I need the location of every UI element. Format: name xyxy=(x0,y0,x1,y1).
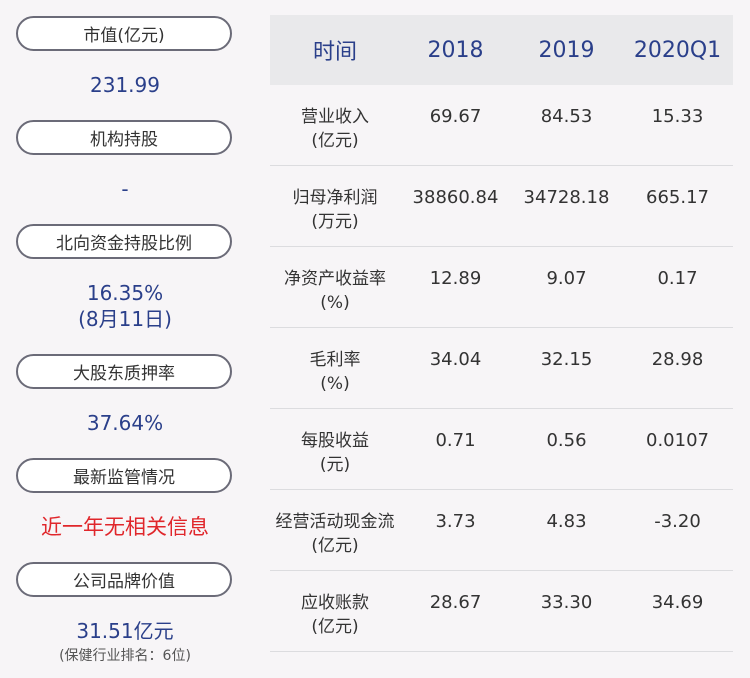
cell-value: 69.67 xyxy=(429,106,482,127)
row-label-name: 净资产收益率 xyxy=(284,269,386,289)
row-label-unit: (元) xyxy=(319,455,351,475)
cell-value: 665.17 xyxy=(646,187,709,208)
cell-value: 15.33 xyxy=(651,106,704,127)
regulation-status-label: 最新监管情况 xyxy=(16,458,232,493)
cell-value: -3.20 xyxy=(654,511,701,532)
northbound-ratio-value: 16.35% xyxy=(86,281,164,305)
table-header: 时间 2018 2019 2020Q1 xyxy=(270,15,733,85)
cell-value: 0.71 xyxy=(435,430,476,451)
row-label-unit: (亿元) xyxy=(311,617,359,637)
market-cap-value: 231.99 xyxy=(90,73,160,97)
row-label-unit: (%) xyxy=(320,374,350,394)
cell-value: 38860.84 xyxy=(412,187,499,208)
table-row: 归母净利润 (万元) 38860.84 34728.18 665.17 xyxy=(270,166,733,247)
pledge-rate-label: 大股东质押率 xyxy=(16,354,232,389)
row-label: 归母净利润 (万元) xyxy=(270,186,400,234)
pledge-rate-value: 37.64% xyxy=(86,411,164,435)
institutional-holding-label: 机构持股 xyxy=(16,120,232,155)
row-label: 应收账款 (亿元) xyxy=(270,591,400,639)
cell-value: 0.0107 xyxy=(646,430,709,451)
summary-panel: 市值(亿元) 231.99 机构持股 - 北向资金持股比例 16.35% (8月… xyxy=(0,0,250,678)
row-label-name: 营业收入 xyxy=(301,107,369,127)
row-label-name: 每股收益 xyxy=(301,431,369,451)
row-label: 营业收入 (亿元) xyxy=(270,105,400,153)
table-row: 每股收益 (元) 0.71 0.56 0.0107 xyxy=(270,409,733,490)
cell-value: 9.07 xyxy=(546,268,587,289)
row-label: 经营活动现金流 (亿元) xyxy=(270,510,400,558)
table-row: 净资产收益率 (%) 12.89 9.07 0.17 xyxy=(270,247,733,328)
cell-value: 34.69 xyxy=(651,592,704,613)
cell-value: 28.98 xyxy=(651,349,704,370)
brand-value-value: 31.51亿元 xyxy=(76,619,174,643)
row-label-name: 经营活动现金流 xyxy=(275,512,395,532)
row-label-unit: (亿元) xyxy=(311,536,359,556)
row-label-unit: (万元) xyxy=(311,212,359,232)
cell-value: 4.83 xyxy=(546,511,587,532)
institutional-holding-value: - xyxy=(121,177,129,201)
brand-value-label: 公司品牌价值 xyxy=(16,562,232,597)
northbound-ratio-label: 北向资金持股比例 xyxy=(16,224,232,259)
cell-value: 28.67 xyxy=(429,592,482,613)
financial-table: 时间 2018 2019 2020Q1 营业收入 (亿元) 69.67 84.53… xyxy=(270,15,733,652)
header-2018: 2018 xyxy=(427,37,484,63)
row-label-name: 应收账款 xyxy=(301,593,369,613)
market-cap-label: 市值(亿元) xyxy=(16,16,232,51)
table-row: 经营活动现金流 (亿元) 3.73 4.83 -3.20 xyxy=(270,490,733,571)
row-label: 净资产收益率 (%) xyxy=(270,267,400,315)
row-label: 毛利率 (%) xyxy=(270,348,400,396)
header-2020q1: 2020Q1 xyxy=(633,37,722,63)
cell-value: 34.04 xyxy=(429,349,482,370)
cell-value: 0.17 xyxy=(657,268,698,289)
cell-value: 33.30 xyxy=(540,592,593,613)
row-label-name: 归母净利润 xyxy=(292,188,378,208)
regulation-status-value: 近一年无相关信息 xyxy=(41,515,209,539)
row-label: 每股收益 (元) xyxy=(270,429,400,477)
cell-value: 84.53 xyxy=(540,106,593,127)
brand-value-rank-note: (保健行业排名：6位) xyxy=(59,648,191,664)
cell-value: 12.89 xyxy=(429,268,482,289)
cell-value: 32.15 xyxy=(540,349,593,370)
table-row: 毛利率 (%) 34.04 32.15 28.98 xyxy=(270,328,733,409)
row-label-unit: (%) xyxy=(320,293,350,313)
row-label-name: 毛利率 xyxy=(309,350,361,370)
cell-value: 34728.18 xyxy=(523,187,610,208)
table-row: 营业收入 (亿元) 69.67 84.53 15.33 xyxy=(270,85,733,166)
cell-value: 0.56 xyxy=(546,430,587,451)
header-time: 时间 xyxy=(312,40,357,65)
header-2019: 2019 xyxy=(538,37,595,63)
row-label-unit: (亿元) xyxy=(311,131,359,151)
cell-value: 3.73 xyxy=(435,511,476,532)
northbound-ratio-date: (8月11日) xyxy=(78,307,172,331)
table-row: 应收账款 (亿元) 28.67 33.30 34.69 xyxy=(270,571,733,652)
